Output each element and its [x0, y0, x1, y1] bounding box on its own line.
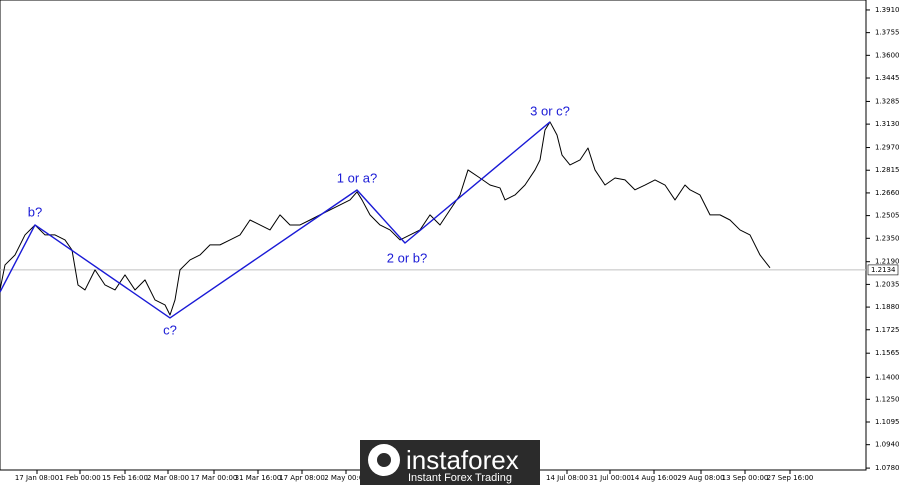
y-tick-label: 1.2190: [875, 258, 900, 266]
plot-frame: [0, 0, 867, 471]
y-tick-label: 1.3130: [875, 120, 900, 128]
y-tick-label: 1.1250: [875, 395, 900, 403]
y-tick-label: 1.1725: [875, 326, 900, 334]
x-tick-label: 17 Mar 00:00: [191, 474, 238, 482]
y-tick-label: 1.3445: [875, 74, 900, 82]
wave-annotation: c?: [163, 322, 177, 337]
wave-annotation: 2 or b?: [387, 250, 427, 265]
x-tick-label: 14 Jul 08:00: [546, 474, 588, 482]
y-tick-label: 1.2815: [875, 166, 900, 174]
y-tick-label: 1.0780: [875, 464, 900, 472]
x-tick-label: 29 Aug 08:00: [677, 474, 724, 482]
y-tick-label: 1.2035: [875, 280, 900, 288]
y-tick-label: 1.1565: [875, 349, 900, 357]
y-tick-label: 1.3910: [875, 6, 900, 14]
y-tick-label: 1.2660: [875, 189, 900, 197]
y-tick-label: 1.2505: [875, 212, 900, 220]
logo: instaforex Instant Forex Trading: [360, 440, 540, 485]
y-tick-label: 1.3755: [875, 29, 900, 37]
y-tick-label: 1.3285: [875, 97, 900, 105]
x-tick-label: 15 Feb 16:00: [102, 474, 148, 482]
x-tick-label: 27 Sep 16:00: [767, 474, 814, 482]
wave-annotation: 1 or a?: [337, 170, 377, 185]
logo-name: instaforex: [406, 445, 519, 475]
x-tick-label: 17 Jan 08:00: [15, 474, 59, 482]
x-tick-label: 17 Apr 08:00: [279, 474, 325, 482]
price-line-series: [0, 121, 771, 316]
x-tick-label: 2 Mar 08:00: [147, 474, 189, 482]
wave-annotation: b?: [28, 204, 42, 219]
x-tick-label: 14 Aug 16:00: [630, 474, 677, 482]
x-tick-label: 13 Sep 00:00: [722, 474, 769, 482]
wave-annotation: 3 or c?: [530, 103, 570, 118]
price-label-box: [867, 264, 899, 276]
y-tick-label: 1.2350: [875, 234, 900, 242]
x-tick-label: 2 May 00:00: [324, 474, 368, 482]
y-tick-label: 1.1095: [875, 418, 900, 426]
y-tick-label: 1.0940: [875, 441, 900, 449]
y-tick-label: 1.1400: [875, 373, 900, 381]
y-tick-label: 1.2970: [875, 144, 900, 152]
y-tick-label: 1.3600: [875, 51, 900, 59]
logo-icon-center: [377, 453, 391, 467]
wave-line: [0, 121, 551, 319]
x-tick-label: 31 Jul 00:00: [589, 474, 631, 482]
x-tick-label: 1 Feb 00:00: [59, 474, 100, 482]
y-tick-label: 1.1880: [875, 303, 900, 311]
price-label: 1.2134: [871, 266, 896, 274]
x-tick-label: 31 Mar 16:00: [235, 474, 282, 482]
logo-tagline: Instant Forex Trading: [408, 472, 512, 484]
